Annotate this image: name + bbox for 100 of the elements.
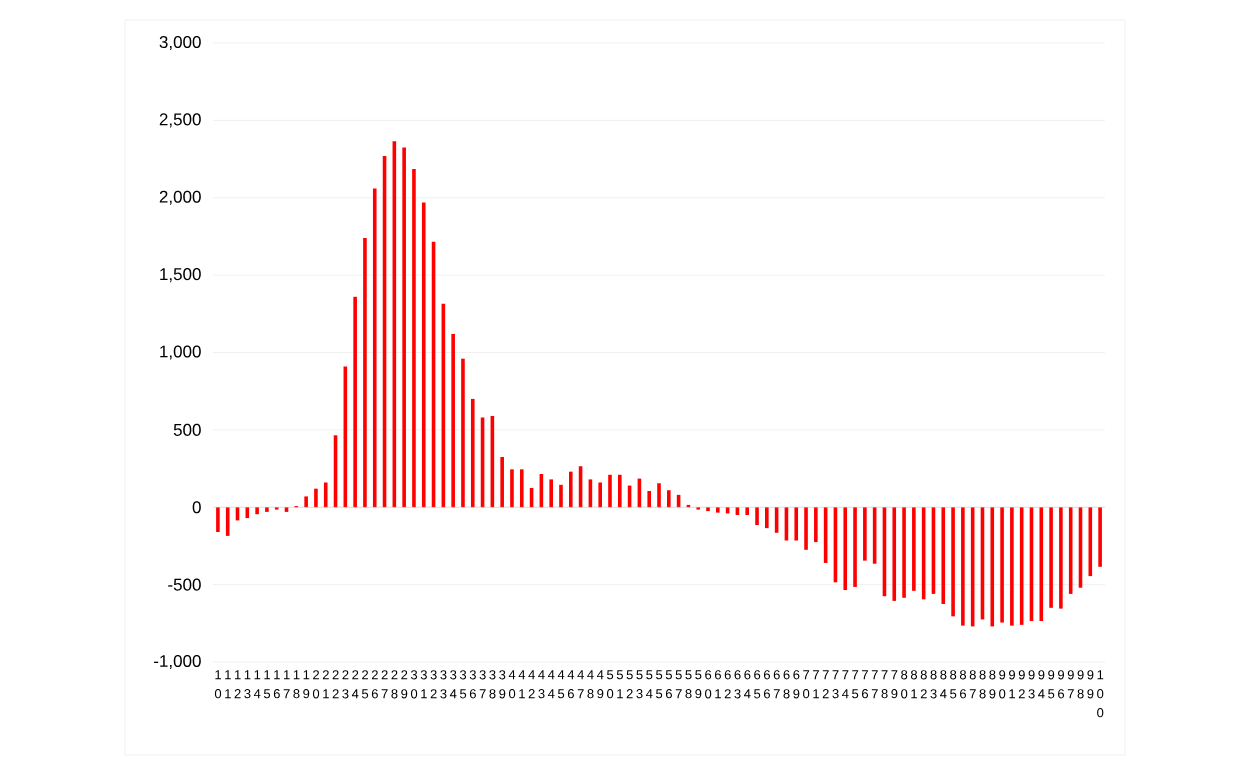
x-tick-label: 16: [273, 670, 280, 699]
x-tick-label: 49: [596, 670, 604, 699]
x-tick-label: 19: [303, 670, 310, 699]
x-tick-label: 41: [518, 670, 526, 699]
x-tick-label: 50: [606, 670, 614, 699]
x-tick-label: 71: [813, 670, 819, 699]
bar: [716, 507, 720, 513]
bar: [667, 490, 671, 508]
x-tick-label: 38: [489, 670, 496, 699]
bar: [617, 474, 622, 508]
bar: [412, 169, 416, 508]
y-tick-label: 1,000: [160, 345, 201, 360]
x-tick-label: 44: [547, 670, 555, 699]
bar: [912, 507, 916, 591]
bar: [549, 479, 553, 508]
bar: [510, 469, 514, 508]
bar: [255, 507, 259, 515]
bar: [1039, 507, 1044, 621]
x-tick-label: 69: [793, 670, 800, 699]
bar: [314, 488, 318, 508]
bar: [843, 507, 848, 591]
x-tick-label: 81: [910, 670, 918, 699]
x-tick-label: 42: [528, 670, 535, 699]
bar: [461, 358, 465, 508]
bar: [1049, 507, 1053, 608]
x-tick-label: 83: [930, 670, 937, 699]
y-tick-label: 2,500: [159, 113, 201, 128]
bar: [216, 507, 220, 533]
bar: [568, 471, 573, 508]
x-tick-label: 96: [1058, 670, 1065, 699]
x-tick-label: 12: [234, 670, 241, 699]
x-tick-label: 77: [871, 670, 878, 699]
x-tick-label: 68: [783, 670, 790, 699]
bar: [1059, 507, 1063, 609]
x-tick-label: 66: [763, 670, 770, 699]
bar: [323, 482, 328, 508]
x-tick-label: 74: [842, 670, 849, 699]
x-tick-label: 47: [577, 670, 584, 699]
bar: [519, 469, 524, 508]
bar: [647, 491, 651, 508]
x-tick-label: 64: [744, 670, 751, 699]
x-tick-label: 36: [469, 670, 476, 699]
y-tick-label: 1,500: [160, 268, 201, 283]
x-tick-label: 98: [1077, 670, 1084, 699]
x-tick-label: 40: [508, 670, 516, 699]
x-tick-label: 32: [430, 670, 437, 699]
bar: [951, 507, 955, 617]
bar: [372, 188, 377, 508]
x-tick-label: 58: [685, 670, 692, 699]
x-tick-label: 84: [940, 670, 947, 699]
x-tick-label: 43: [538, 670, 545, 699]
bar: [304, 496, 308, 508]
bar: [794, 507, 799, 541]
x-tick-label: 80: [901, 670, 908, 699]
bar: [765, 507, 769, 529]
x-tick-label: 85: [950, 670, 957, 699]
x-tick-label: 29: [401, 670, 408, 699]
x-tick-label: 95: [1048, 670, 1055, 699]
x-tick-label: 54: [646, 670, 653, 699]
x-tick-label: 48: [587, 670, 594, 699]
y-tick-label: -1,000: [154, 654, 201, 670]
x-tick-label: 59: [695, 670, 702, 699]
bar: [1010, 507, 1014, 626]
bar: [902, 507, 906, 598]
bar: [961, 507, 965, 626]
x-tick-label: 87: [969, 670, 976, 699]
x-tick-label: 10: [214, 670, 222, 699]
x-tick-label: 92: [1018, 670, 1025, 699]
x-tick-label: 53: [636, 670, 643, 699]
x-tick-label: 78: [881, 670, 888, 699]
x-tick-label: 89: [989, 670, 996, 699]
x-tick-label: 28: [391, 670, 398, 699]
bar: [941, 507, 946, 604]
x-tick-label: 57: [675, 670, 682, 699]
x-tick-label: 14: [253, 670, 261, 699]
bar: [353, 296, 357, 508]
bar: [990, 507, 995, 627]
x-tick-label: 27: [381, 670, 388, 699]
bar: [804, 507, 808, 550]
x-tick-label: 91: [1008, 670, 1015, 699]
x-tick-label: 51: [616, 670, 623, 699]
x-tick-label: 25: [361, 670, 369, 699]
x-tick-label: 94: [1038, 670, 1045, 699]
x-tick-label: 65: [754, 670, 761, 699]
x-tick-label: 86: [959, 670, 967, 699]
bar: [470, 398, 475, 508]
bar: [265, 507, 269, 512]
x-tick-label: 100: [1097, 670, 1104, 718]
x-tick-label: 24: [351, 670, 359, 699]
x-tick-label: 46: [567, 670, 575, 699]
x-tick-label: 99: [1087, 670, 1094, 699]
y-tick-label: -500: [168, 578, 201, 591]
bar: [451, 333, 455, 508]
x-tick-label: 79: [891, 670, 898, 699]
x-tick-label: 82: [920, 670, 927, 699]
bar: [402, 147, 406, 508]
bar: [274, 507, 279, 510]
x-tick-label: 76: [862, 670, 869, 699]
x-tick-label: 15: [263, 670, 271, 699]
x-tick-label: 93: [1028, 670, 1035, 699]
